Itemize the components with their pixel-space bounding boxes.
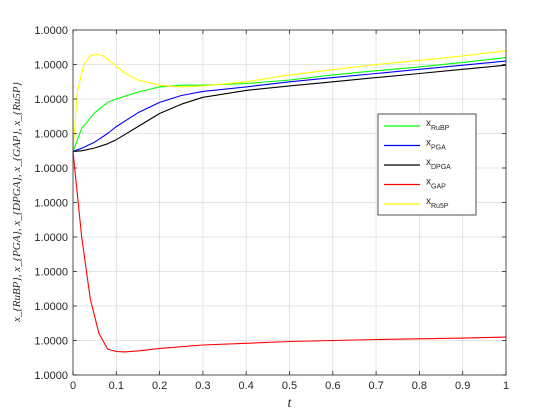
- y-tick-label: 1.0000: [34, 60, 68, 72]
- x-tick-label: 0.8: [412, 380, 427, 392]
- legend-label: xDPGA: [426, 157, 451, 171]
- x-tick-label: 0.2: [152, 380, 167, 392]
- y-axis-label: x_{RuBP}, x_{PGA}, x_{DPGA}, x_{GAP}, x_…: [11, 81, 23, 323]
- y-tick-label: 1.0000: [34, 94, 68, 106]
- x-tick-label: 0.6: [325, 380, 340, 392]
- grid: [73, 30, 506, 375]
- y-tick-label: 1.0000: [34, 198, 68, 210]
- x-tick-label: 0.1: [109, 380, 124, 392]
- series-line-pga: [72, 60, 507, 152]
- y-tick-label: 1.0000: [34, 232, 68, 244]
- x-tick-labels: 0 0.1 0.2 0.3 0.4 0.5 0.6 0.7 0.8 0.9 1: [70, 380, 509, 392]
- x-axis-label: t: [288, 396, 293, 411]
- x-tick-label: 0.9: [455, 380, 470, 392]
- legend: xRuBP xPGA xDPGA xGAP xRu5P: [377, 113, 477, 216]
- ticks: [72, 29, 507, 376]
- y-tick-label: 1.0000: [34, 267, 68, 279]
- x-tick-label: 0.5: [282, 380, 297, 392]
- legend-label: xRu5P: [426, 196, 449, 210]
- y-tick-label: 1.0000: [34, 25, 68, 37]
- x-tick-label: 0.4: [239, 380, 254, 392]
- y-tick-label: 1.0000: [34, 129, 68, 141]
- x-tick-label: 0.7: [368, 380, 383, 392]
- x-tick-label: 0: [70, 380, 76, 392]
- y-tick-label: 1.0000: [34, 336, 68, 348]
- y-tick-label: 1.0000: [34, 301, 68, 313]
- x-tick-label: 1: [503, 380, 509, 392]
- series-line-ru5p: [72, 50, 507, 152]
- series-line-rubp: [72, 57, 507, 152]
- y-tick-labels: 1.0000 1.0000 1.0000 1.0000 1.0000 1.0000 1.00…: [34, 25, 68, 382]
- y-tick-label: 1.0000: [34, 163, 68, 175]
- legend-label: xPGA: [426, 138, 446, 152]
- series-line-dpga: [72, 64, 507, 152]
- legend-label: xGAP: [426, 177, 446, 191]
- x-tick-label: 0.3: [195, 380, 210, 392]
- series-layer: [72, 50, 507, 353]
- legend-label: xRuBP: [426, 118, 450, 132]
- series-line-gap: [72, 151, 507, 353]
- y-tick-label: 1.0000: [34, 370, 68, 382]
